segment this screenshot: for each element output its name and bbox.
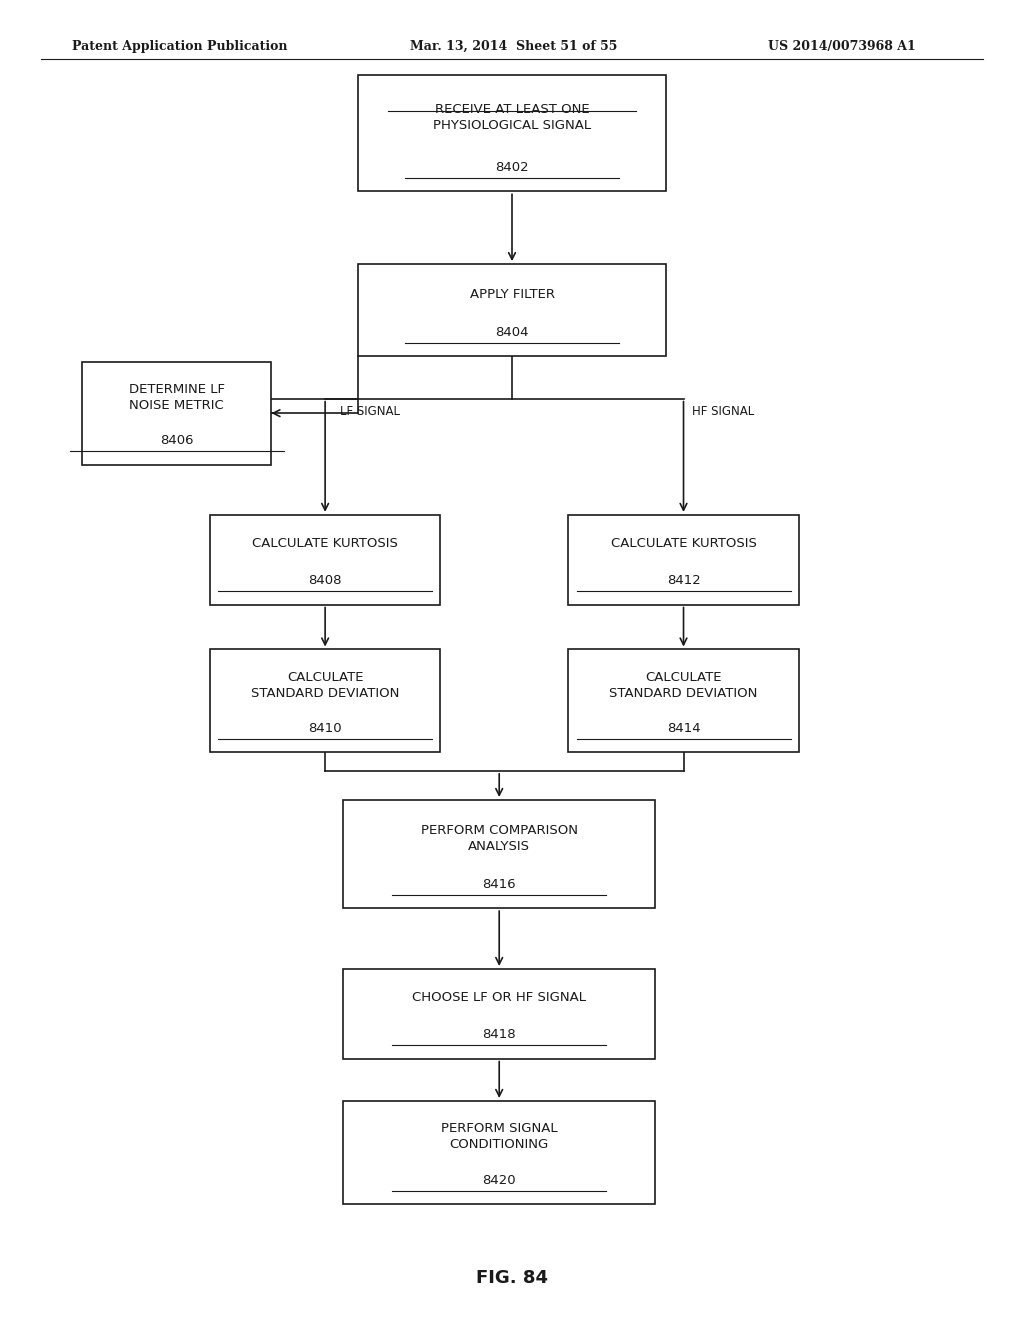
Bar (568, 649, 799, 752)
Text: 8406: 8406 (160, 434, 194, 447)
Text: CALCULATE
STANDARD DEVIATION: CALCULATE STANDARD DEVIATION (609, 671, 758, 700)
Text: 8400: 8400 (493, 92, 531, 108)
Text: APPLY FILTER: APPLY FILTER (469, 288, 555, 301)
Bar (82, 362, 271, 465)
Text: 8412: 8412 (667, 574, 700, 587)
Text: CALCULATE
STANDARD DEVIATION: CALCULATE STANDARD DEVIATION (251, 671, 399, 700)
Text: 8410: 8410 (308, 722, 342, 735)
Text: 8402: 8402 (496, 161, 528, 174)
Text: RECEIVE AT LEAST ONE
PHYSIOLOGICAL SIGNAL: RECEIVE AT LEAST ONE PHYSIOLOGICAL SIGNA… (433, 103, 591, 132)
Bar (568, 515, 799, 605)
Bar (210, 515, 440, 605)
Text: 8408: 8408 (308, 574, 342, 587)
Text: 8418: 8418 (482, 1028, 516, 1041)
Text: CHOOSE LF OR HF SIGNAL: CHOOSE LF OR HF SIGNAL (413, 991, 586, 1005)
Text: HF SIGNAL: HF SIGNAL (692, 405, 754, 418)
Text: LF SIGNAL: LF SIGNAL (340, 405, 400, 418)
Bar (358, 264, 666, 356)
Text: 8414: 8414 (667, 722, 700, 735)
Bar (358, 75, 666, 191)
Text: PERFORM SIGNAL
CONDITIONING: PERFORM SIGNAL CONDITIONING (441, 1122, 557, 1151)
Text: 8416: 8416 (482, 878, 516, 891)
Bar (343, 800, 655, 908)
Text: DETERMINE LF
NOISE METRIC: DETERMINE LF NOISE METRIC (129, 383, 224, 412)
Text: CALCULATE KURTOSIS: CALCULATE KURTOSIS (610, 537, 757, 550)
Bar (343, 969, 655, 1059)
Text: US 2014/0073968 A1: US 2014/0073968 A1 (768, 40, 915, 53)
Text: CALCULATE KURTOSIS: CALCULATE KURTOSIS (252, 537, 398, 550)
Text: 8404: 8404 (496, 326, 528, 339)
Text: Patent Application Publication: Patent Application Publication (72, 40, 287, 53)
Text: FIG. 84: FIG. 84 (476, 1269, 548, 1287)
Bar (343, 1101, 655, 1204)
Bar (210, 649, 440, 752)
Text: 8420: 8420 (482, 1173, 516, 1187)
Text: PERFORM COMPARISON
ANALYSIS: PERFORM COMPARISON ANALYSIS (421, 824, 578, 853)
Text: Mar. 13, 2014  Sheet 51 of 55: Mar. 13, 2014 Sheet 51 of 55 (410, 40, 617, 53)
